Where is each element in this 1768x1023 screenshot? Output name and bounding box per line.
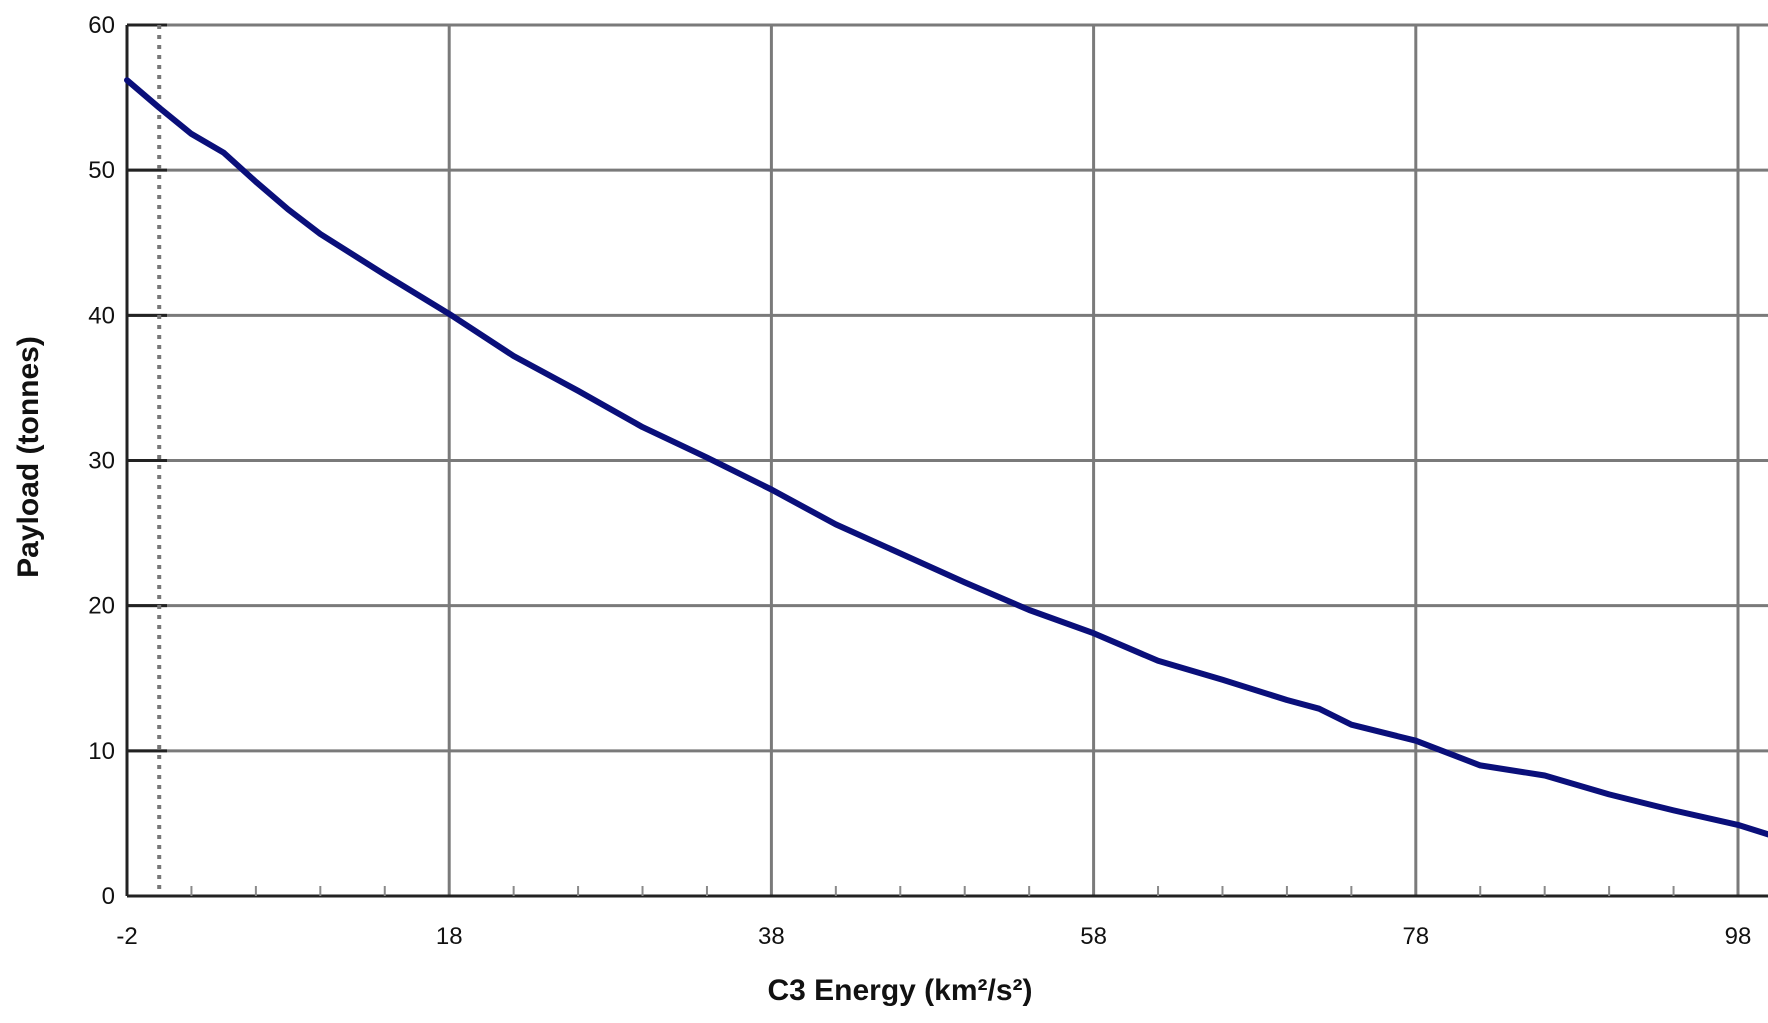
data-point [962, 579, 968, 585]
data-point [1316, 706, 1322, 712]
data-point [768, 487, 774, 493]
x-tick-label: -2 [116, 923, 137, 950]
y-tick-label: 40 [88, 302, 115, 329]
data-point [1219, 677, 1225, 683]
y-tick-label: 20 [88, 593, 115, 620]
data-point [897, 550, 903, 556]
data-point [1606, 791, 1612, 797]
x-tick-label: 18 [436, 923, 463, 950]
minor-ticks [190, 886, 1675, 896]
x-axis-title: C3 Energy (km²/s²) [767, 974, 1032, 1007]
data-series [124, 77, 1768, 838]
gridlines [125, 23, 1768, 898]
data-point [511, 353, 517, 359]
data-point [124, 77, 130, 83]
data-point [221, 150, 227, 156]
data-point [1413, 738, 1419, 744]
data-point [317, 231, 323, 237]
data-point [382, 272, 388, 278]
data-point [704, 455, 710, 461]
x-tick-label: 58 [1080, 923, 1107, 950]
y-tick-label: 50 [88, 157, 115, 184]
data-point [1542, 773, 1548, 779]
y-axis-title: Payload (tonnes) [12, 336, 45, 578]
y-tick-label: 10 [88, 738, 115, 765]
data-point [1671, 807, 1677, 813]
data-point [575, 388, 581, 394]
data-point [253, 179, 259, 185]
series-line [124, 77, 1768, 838]
data-point [1348, 722, 1354, 728]
data-point [640, 424, 646, 430]
x-tick-label: 78 [1402, 923, 1429, 950]
data-point [1026, 607, 1032, 613]
tick-labels: 0 10 20 30 40 50 60 -2 18 38 58 78 98 [88, 12, 1751, 950]
data-point [285, 206, 291, 212]
x-tick-label: 98 [1725, 923, 1752, 950]
y-tick-label: 30 [88, 448, 115, 475]
data-point [1091, 630, 1097, 636]
data-point [833, 521, 839, 527]
y-tick-label: 0 [102, 883, 115, 910]
data-point [1477, 762, 1483, 768]
data-point [1284, 697, 1290, 703]
x-tick-label: 38 [758, 923, 785, 950]
data-point [156, 105, 162, 111]
data-point [1735, 822, 1741, 828]
y-tick-label: 60 [88, 12, 115, 39]
data-point [1155, 658, 1161, 664]
data-point [188, 131, 194, 137]
data-point [446, 311, 452, 317]
